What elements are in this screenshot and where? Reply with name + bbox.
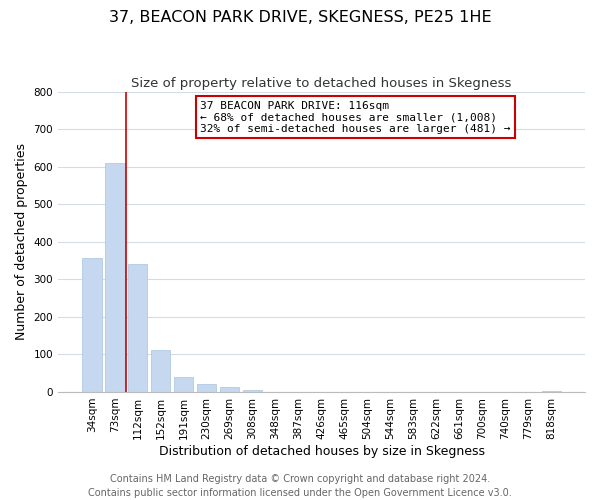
Bar [243,390,262,392]
X-axis label: Distribution of detached houses by size in Skegness: Distribution of detached houses by size … [158,444,485,458]
Bar [542,391,561,392]
Text: 37, BEACON PARK DRIVE, SKEGNESS, PE25 1HE: 37, BEACON PARK DRIVE, SKEGNESS, PE25 1H… [109,10,491,25]
Bar [128,264,148,392]
Bar [220,387,239,392]
Bar [197,384,217,392]
Bar [174,377,193,392]
Bar [82,258,101,392]
Bar [105,163,125,392]
Title: Size of property relative to detached houses in Skegness: Size of property relative to detached ho… [131,78,512,90]
Text: Contains HM Land Registry data © Crown copyright and database right 2024.
Contai: Contains HM Land Registry data © Crown c… [88,474,512,498]
Y-axis label: Number of detached properties: Number of detached properties [15,144,28,340]
Text: 37 BEACON PARK DRIVE: 116sqm
← 68% of detached houses are smaller (1,008)
32% of: 37 BEACON PARK DRIVE: 116sqm ← 68% of de… [200,100,511,134]
Bar [151,350,170,392]
